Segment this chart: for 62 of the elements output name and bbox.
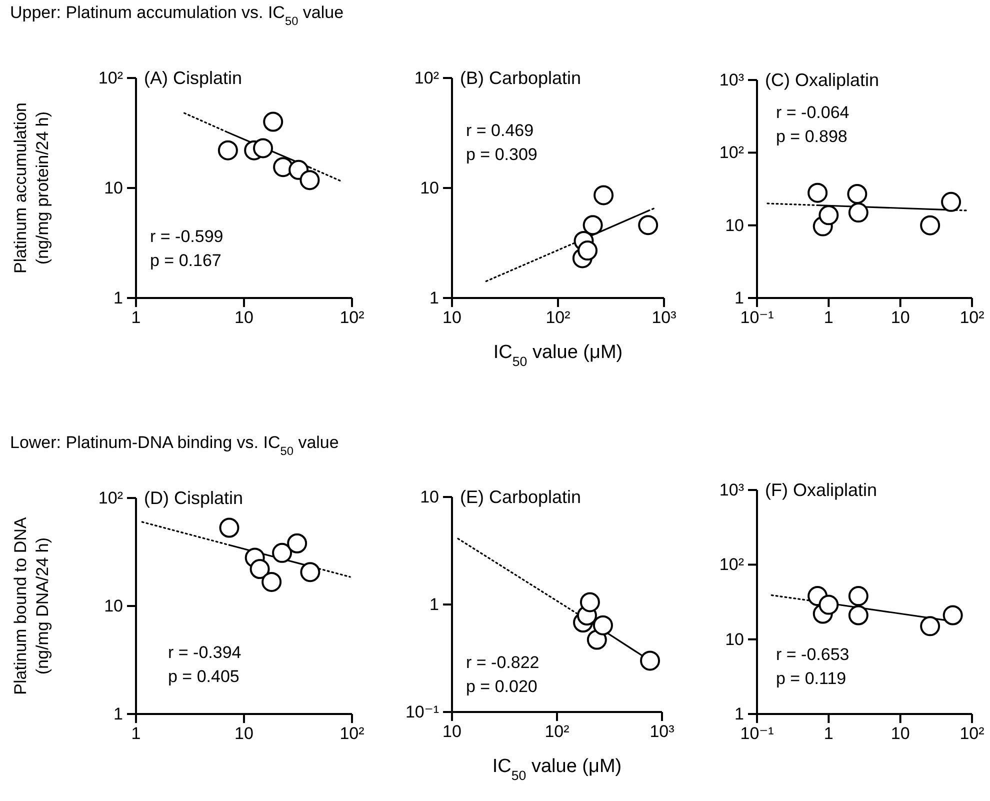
x-tick-label: 10² — [546, 308, 571, 328]
annotation: r = -0.653 — [776, 645, 850, 664]
x-tick-label: 1 — [131, 724, 141, 744]
x-axis-title: IC$_{50}$ value (μM) — [493, 342, 623, 368]
annotation: p = 0.309 — [466, 145, 538, 164]
x-tick-label: 10² — [340, 724, 365, 744]
chart-subtitle: Lower: Platinum-DNA binding vs. IC$_{50}$ value — [10, 433, 339, 458]
y-tick-label: 10² — [719, 555, 744, 574]
annotation: p = 0.119 — [776, 669, 846, 688]
chart-title: (B) Carboplatin — [460, 68, 582, 88]
y-tick-label: 1 — [734, 288, 744, 308]
y-tick-label: 10 — [104, 178, 123, 198]
annotation: p = 0.405 — [168, 667, 240, 686]
chart-title: (F) Oxaliplatin — [765, 480, 878, 500]
y-tick-label: 10 — [420, 487, 439, 506]
x-tick-label: 10² — [960, 724, 985, 744]
x-tick-label: 10 — [442, 308, 462, 328]
chart-subtitle: Upper: Platinum accumulation vs. IC$_{50}$ value — [10, 3, 344, 28]
x-axis-title: IC$_{50}$ value (μM) — [492, 756, 622, 782]
x-tick-label: 10 — [890, 724, 910, 744]
annotation: r = -0.064 — [776, 103, 850, 122]
x-tick-label: 10 — [442, 722, 462, 742]
y-tick-label: 10² — [414, 68, 440, 88]
chart-title: (C) Oxaliplatin — [765, 70, 880, 90]
x-tick-label: 10 — [234, 308, 254, 328]
y-tick-label: 1 — [734, 704, 744, 724]
y-tick-label: 1 — [430, 288, 439, 308]
x-tick-label: 10³ — [652, 308, 677, 328]
y-tick-label: 10 — [104, 596, 123, 616]
y-tick-label: 10³ — [719, 480, 744, 500]
x-tick-label: 1 — [824, 724, 834, 744]
x-tick-label: 10² — [960, 308, 985, 328]
y-tick-label: 1 — [430, 594, 439, 614]
y-tick-label: 10⁻¹ — [405, 702, 440, 722]
annotation: p = 0.020 — [466, 677, 538, 696]
y-tick-label: 10² — [719, 143, 744, 162]
annotation: p = 0.167 — [150, 251, 222, 270]
annotation: r = -0.394 — [168, 643, 242, 662]
x-tick-label: 10 — [234, 724, 254, 744]
y-tick-label: 1 — [114, 704, 123, 724]
annotation: r = 0.469 — [466, 121, 534, 140]
y-tick-label: 10² — [98, 488, 124, 508]
y-tick-label: 10³ — [719, 70, 744, 90]
y-tick-label: 10² — [98, 68, 124, 88]
y-tick-label: 1 — [114, 288, 123, 308]
x-tick-label: 10² — [544, 722, 570, 742]
y-tick-label: 10 — [725, 216, 744, 235]
y-tick-label: 10 — [420, 178, 439, 198]
annotation: p = 0.898 — [776, 127, 848, 146]
chart-title: (A) Cisplatin — [144, 68, 242, 88]
annotation: r = -0.599 — [150, 227, 224, 246]
y-tick-label: 10 — [725, 630, 744, 649]
x-tick-label: 1 — [824, 308, 834, 328]
x-tick-label: 10² — [340, 308, 365, 328]
y-axis-title: Platinum accumulation (ng/mg protein/24 h) — [11, 102, 52, 274]
y-axis-title: Platinum bound to DNA (ng/mg DNA/24 h) — [11, 516, 52, 695]
chart-title: (D) Cisplatin — [144, 488, 244, 508]
annotation: r = -0.822 — [466, 653, 540, 672]
x-tick-label: 1 — [131, 308, 141, 328]
chart-title: (E) Carboplatin — [460, 487, 582, 507]
x-tick-label: 10³ — [650, 722, 675, 742]
x-tick-label: 10 — [890, 308, 910, 328]
